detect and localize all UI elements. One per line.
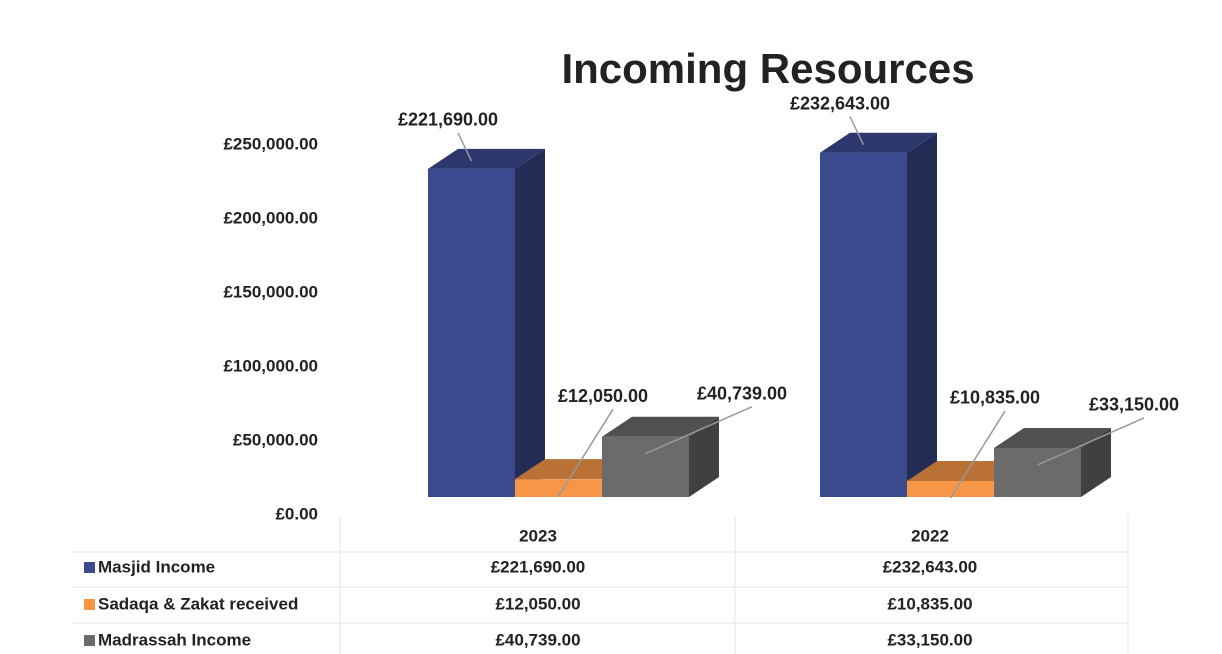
table-cell: £232,643.00 <box>883 557 978 576</box>
bar <box>994 447 1081 497</box>
data-label: £232,643.00 <box>790 93 890 113</box>
bar <box>515 479 602 497</box>
leader-line <box>557 408 614 497</box>
leader-line <box>1037 417 1145 466</box>
y-tick-label: £100,000.00 <box>223 356 318 375</box>
bar <box>602 436 689 497</box>
bar-side <box>515 148 545 497</box>
table-cell: £10,835.00 <box>887 594 972 613</box>
legend-swatch <box>84 599 95 610</box>
bar <box>428 168 515 497</box>
y-tick-label: £50,000.00 <box>233 430 318 449</box>
x-tick-label: 2022 <box>911 526 949 545</box>
bar-top <box>994 427 1111 448</box>
data-label: £40,739.00 <box>697 383 787 403</box>
bar-top <box>602 416 719 437</box>
bar-side <box>907 132 937 497</box>
legend-swatch <box>84 635 95 646</box>
bar-side <box>689 416 719 497</box>
data-label: £12,050.00 <box>558 386 648 406</box>
leader-line <box>645 406 753 455</box>
leader-line <box>849 116 865 146</box>
leader-line <box>949 410 1006 499</box>
y-tick-label: £250,000.00 <box>223 134 318 153</box>
y-tick-label: £200,000.00 <box>223 208 318 227</box>
leader-line <box>457 132 473 162</box>
bar-top <box>428 148 545 169</box>
data-label: £10,835.00 <box>950 388 1040 408</box>
data-label: £33,150.00 <box>1089 395 1179 415</box>
legend-swatch <box>84 562 95 573</box>
bar <box>907 480 994 497</box>
legend-label: Masjid Income <box>98 557 215 576</box>
legend-label: Sadaqa & Zakat received <box>98 594 298 613</box>
chart-title: Incoming Resources <box>561 45 974 92</box>
y-tick-label: £150,000.00 <box>223 282 318 301</box>
bar-top <box>820 132 937 153</box>
bar <box>820 152 907 497</box>
table-cell: £33,150.00 <box>887 630 972 649</box>
legend-label: Madrassah Income <box>98 630 251 649</box>
table-cell: £12,050.00 <box>495 594 580 613</box>
x-tick-label: 2023 <box>519 526 557 545</box>
y-tick-label: £0.00 <box>275 504 318 523</box>
bar-side <box>1081 427 1111 497</box>
data-label: £221,690.00 <box>398 110 498 130</box>
table-cell: £221,690.00 <box>491 557 586 576</box>
table-cell: £40,739.00 <box>495 630 580 649</box>
